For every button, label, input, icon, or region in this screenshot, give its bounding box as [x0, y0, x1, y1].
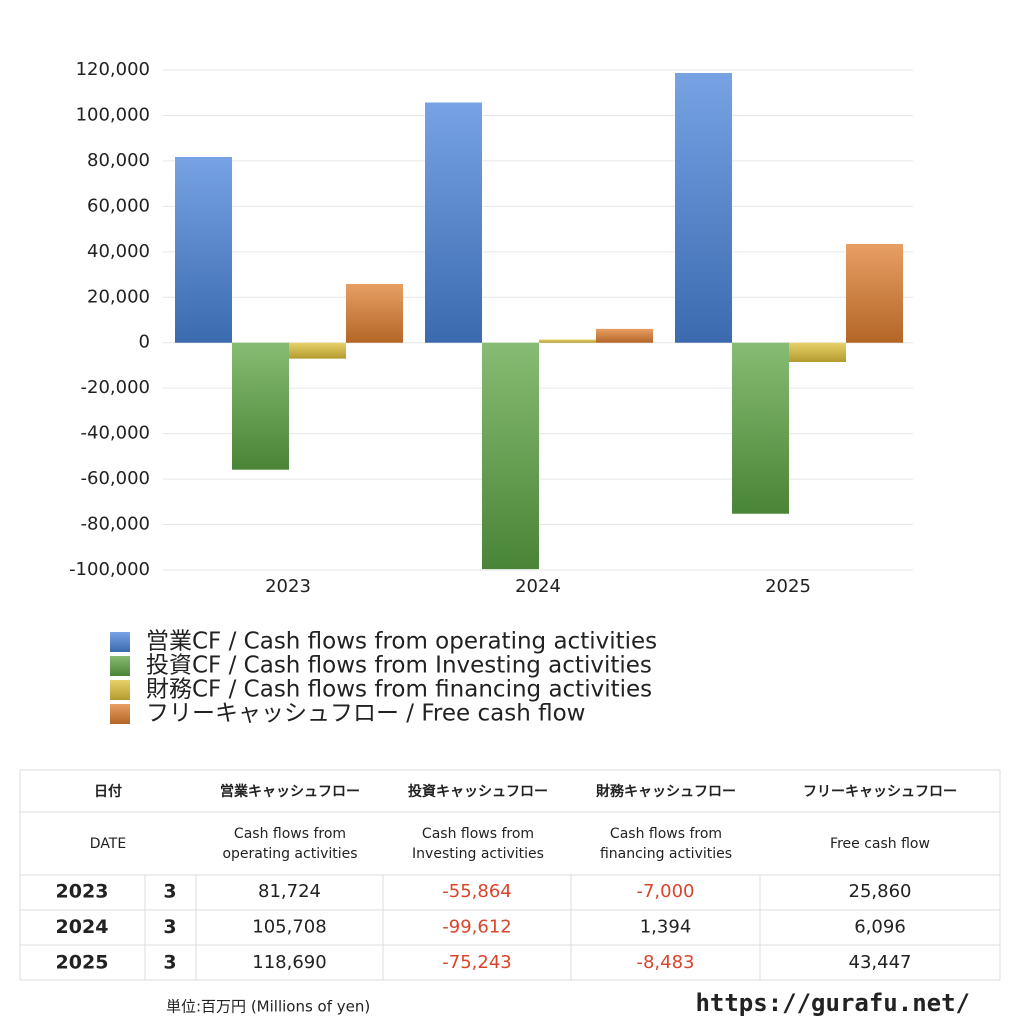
table-cell: -75,243 — [442, 952, 511, 973]
legend-swatch — [110, 632, 130, 652]
legend-label: 営業CF / Cash flows from operating activit… — [146, 629, 657, 655]
site-url: https://gurafu.net/ — [695, 989, 970, 1017]
x-tick-label: 2023 — [265, 576, 311, 597]
legend-label: 投資CF / Cash flows from Investing activit… — [146, 653, 652, 679]
bar — [482, 342, 539, 570]
y-tick-label: 20,000 — [87, 286, 150, 307]
bar — [289, 342, 346, 359]
table-cell: 3 — [163, 952, 176, 974]
bar — [346, 283, 403, 343]
bar — [232, 342, 289, 470]
y-tick-label: -40,000 — [81, 423, 150, 444]
x-tick-label: 2025 — [765, 576, 811, 597]
table-cell: 43,447 — [849, 952, 912, 973]
y-tick-label: 100,000 — [76, 104, 150, 125]
table-subheader: Cash flows from operating activities — [222, 826, 357, 862]
y-tick-label: 120,000 — [76, 59, 150, 80]
table-cell: 118,690 — [252, 952, 326, 973]
table-cell: -7,000 — [636, 881, 694, 902]
table-cell: 6,096 — [854, 917, 906, 938]
table-cell: -99,612 — [442, 917, 511, 938]
y-tick-label: -80,000 — [81, 514, 150, 535]
legend-swatch — [110, 656, 130, 676]
legend-label: 財務CF / Cash flows from financing activit… — [146, 677, 652, 703]
y-tick-label: -100,000 — [69, 559, 150, 580]
table-cell: 25,860 — [849, 881, 912, 902]
y-tick-label: 0 — [139, 332, 150, 353]
table-header: 営業キャッシュフロー — [220, 783, 360, 800]
y-tick-label: -20,000 — [81, 377, 150, 398]
bar — [175, 156, 232, 343]
table-subheader: Cash flows from Investing activities — [412, 826, 544, 862]
table-subheader: Free cash flow — [830, 836, 930, 852]
table-cell: 105,708 — [252, 917, 326, 938]
unit-note: 単位:百万円 (Millions of yen) — [166, 998, 370, 1016]
table-cell: -8,483 — [636, 952, 694, 973]
table-header: 投資キャッシュフロー — [408, 783, 548, 800]
x-tick-label: 2024 — [515, 576, 561, 597]
bar — [425, 102, 482, 343]
table-subheader: Cash flows from financing activities — [600, 826, 732, 862]
y-tick-label: 80,000 — [87, 150, 150, 171]
bar — [732, 342, 789, 514]
table-header: 財務キャッシュフロー — [595, 783, 736, 800]
bar — [789, 342, 846, 363]
legend-swatch — [110, 680, 130, 700]
table-header: フリーキャッシュフロー — [803, 784, 957, 800]
y-tick-label: -60,000 — [81, 468, 150, 489]
bar — [596, 328, 653, 343]
bar — [539, 339, 596, 343]
y-tick-label: 60,000 — [87, 195, 150, 216]
table-subheader: DATE — [90, 836, 126, 852]
table-cell: 2025 — [56, 952, 109, 974]
y-tick-label: 40,000 — [87, 241, 150, 262]
table-cell: 3 — [163, 916, 176, 938]
table-cell: 1,394 — [640, 917, 692, 938]
legend-swatch — [110, 704, 130, 724]
table-cell: 2023 — [56, 881, 109, 903]
table-cell: 81,724 — [258, 881, 321, 902]
table-cell: -55,864 — [442, 881, 511, 902]
legend-label: フリーキャッシュフロー / Free cash flow — [146, 701, 585, 727]
table-cell: 2024 — [56, 916, 109, 938]
table-cell: 3 — [163, 881, 176, 903]
bar — [846, 243, 903, 343]
bar — [675, 72, 732, 343]
table-header: 日付 — [94, 783, 122, 800]
